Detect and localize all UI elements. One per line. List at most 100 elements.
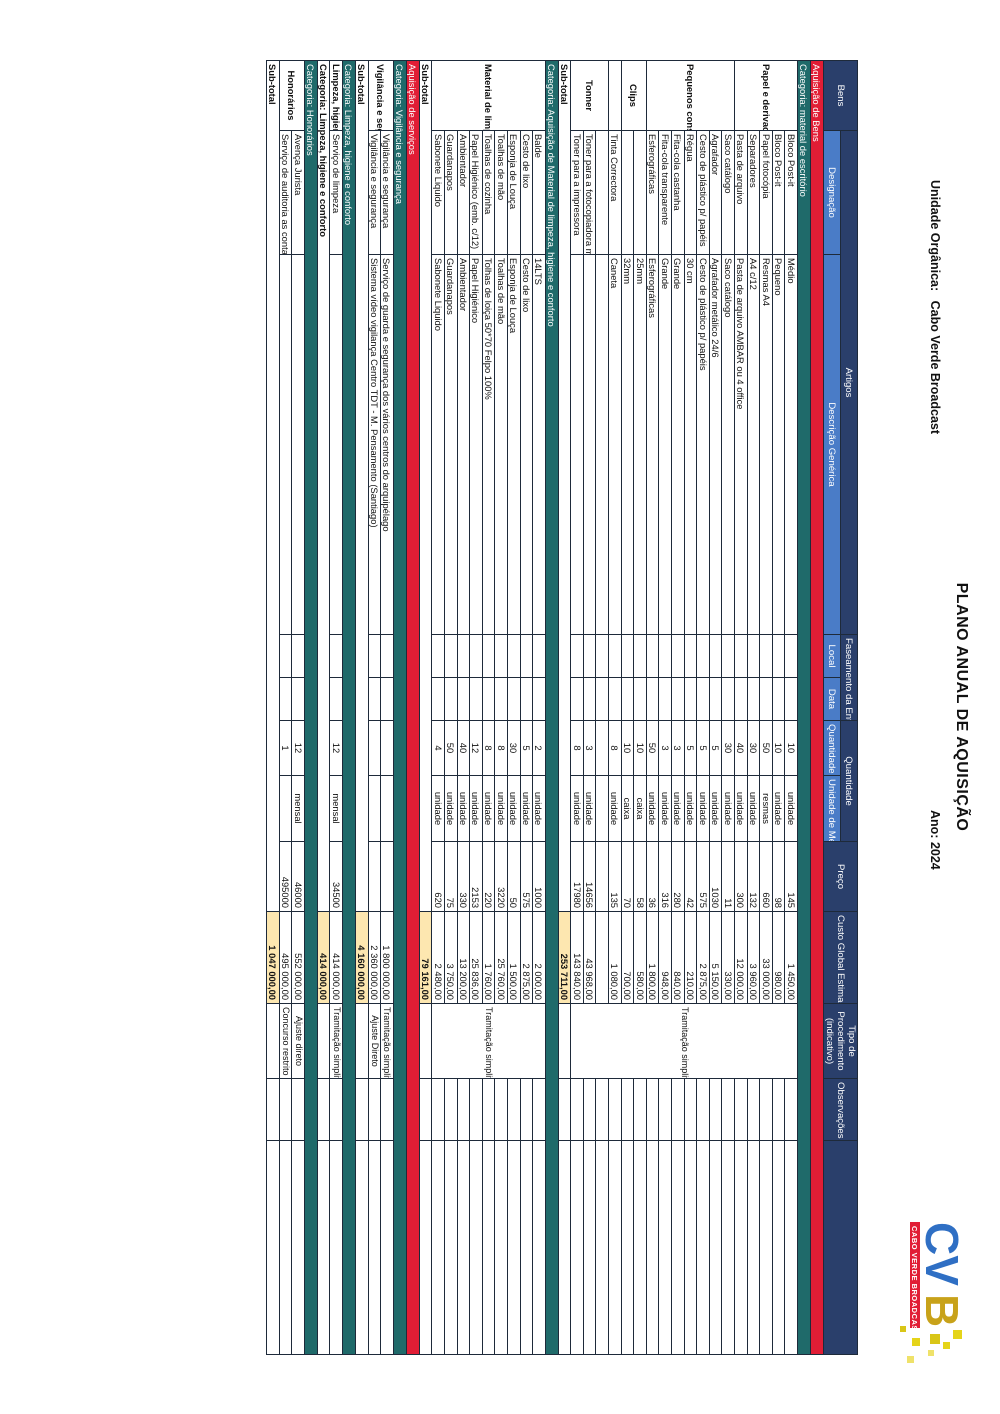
designacao-cell: Cesto de lixo [520,130,533,255]
col-observacoes: Observações [823,1078,858,1141]
preco-cell: 1030 [709,841,722,912]
observacoes-cell [532,1078,546,1141]
table-row: Régua 30 cm 5 unidade 42 210,00 [684,61,697,1355]
preco-cell: 145 [784,841,798,912]
descricao-cell: Toalhas de mão [494,254,508,635]
table-row: Cesto de plástico p/ papéis Cesto de plás… [696,61,710,1355]
descricao-cell [570,254,584,635]
data-cell [633,677,647,721]
designacao-cell: Cesto de plástico p/ papéis [696,130,710,255]
table-row: Vigilância e segurança Vigilância e segu… [368,60,394,1355]
data-cell [671,677,685,721]
quantidade-cell: 3 [671,720,685,776]
custo-cell: 12 000,00 [734,911,748,1004]
filler-cell [646,1140,659,1355]
custo-cell: 580,00 [633,911,647,1004]
group-cell: Pequenos consumíveis [646,60,735,131]
descricao-cell: 14LTS [532,254,546,635]
observacoes-cell [431,1078,445,1141]
subtotal-escritorio: Sub-total 253 711,00 [558,60,571,1355]
local-cell [658,634,672,678]
page-title: PLANO ANUAL DE AQUISIÇÃO [953,582,970,832]
descricao-cell: 25mm [633,254,647,635]
data-cell [696,677,710,721]
local-cell [696,634,710,678]
observacoes-cell [633,1078,647,1141]
col-bens: Bens [823,60,858,131]
designacao-cell: Esponja de Louça [507,130,521,255]
svg-text:B: B [916,1294,968,1327]
filler-cell [759,1140,773,1355]
data-cell [444,677,458,721]
unidade-cell [596,775,609,842]
custo-cell: 1 760,00 [482,911,495,1004]
filler-cell [570,1140,584,1355]
quantidade-cell: 5 [684,720,697,776]
designacao-cell: Toner para a impressora [570,130,584,255]
quantidade-cell: 12 [469,720,483,776]
data-cell [457,677,470,721]
unidade-cell: unidade [444,775,458,842]
preco-cell: 330 [457,841,470,912]
filler-cell [431,1140,445,1355]
designacao-cell [621,130,634,255]
unidade-cell: unidade [772,775,785,842]
preco-cell: 70 [621,841,634,912]
unidade-cell: unidade [696,775,710,842]
data-cell [570,677,584,721]
col-artigos: Artigos [840,130,858,635]
data-cell [721,677,735,721]
escritorio-rows: Papel e derivados Bloco Post-it Médio 10 uni… [570,60,798,1355]
filler-cell [532,1140,546,1355]
filler-cell [520,1140,533,1355]
svg-text:CABO VERDE BROADCAST: CABO VERDE BROADCAST [910,1226,919,1336]
unidade-cell: unidade [721,775,735,842]
table-row: Separadores A4 c/12 30 unidade 132 3 960,00 [747,61,760,1355]
designacao-cell: Papel fotocópia [759,130,773,255]
category-limpeza-servicos: Categoria: Limpeza, higiene e conforto [342,60,356,1355]
local-cell [633,634,647,678]
cvb-logo: CV B CABO VERDE BROADCAST [900,1222,968,1363]
quantidade-cell: 50 [444,720,458,776]
quantidade-cell: 10 [621,720,634,776]
filler-cell [494,1140,508,1355]
unidade-cell: unidade [520,775,533,842]
data-cell [759,677,773,721]
unidade-cell: unidade [583,775,596,842]
data-cell [520,677,533,721]
table-row: Bloco Post-it Pequeno 10 unidade 98 980,00 [772,61,785,1355]
filler-cell [747,1140,760,1355]
custo-cell: 33 000,00 [759,911,773,1004]
descricao-cell: Sabonete Liquido [431,254,445,635]
unidade-cell: caixa [633,775,647,842]
local-cell [596,634,609,678]
category-escritorio: Categoria: material de escritório [797,60,811,1355]
descricao-cell: Médio [784,254,798,635]
quantidade-cell: 2 [532,720,546,776]
col-faseamento: Faseamento da Entrega [840,634,858,721]
col-data: Data [823,677,841,721]
descricao-cell: Grande [658,254,672,635]
quantidade-cell: 8 [570,720,584,776]
descricao-cell: Esponja de Louça [507,254,521,635]
custo-cell: 700,00 [621,911,634,1004]
year-value: 2024 [928,841,942,870]
unidade-cell: unidade [646,775,659,842]
designacao-cell: Esferográficas [646,130,659,255]
descricao-cell: Esferográficas [646,254,659,635]
observacoes-cell [759,1078,773,1141]
quantidade-cell: 10 [772,720,785,776]
col-designacao: Designação [823,130,841,255]
descricao-cell: Grande [671,254,685,635]
unidade-cell: unidade [671,775,685,842]
quantidade-cell: 8 [494,720,508,776]
data-cell [646,677,659,721]
table-row: Tinta Correctora Caneta 8 unidade 135 1 080,0… [608,60,622,1355]
data-cell [772,677,785,721]
section-bens: Aquisição de Bens [810,60,824,1355]
col-quantidade: Quantidade [823,720,841,776]
quantidade-cell: 8 [608,720,622,776]
procedimento-cell: Tramitação simplificada [431,1003,546,1079]
data-cell [747,677,760,721]
